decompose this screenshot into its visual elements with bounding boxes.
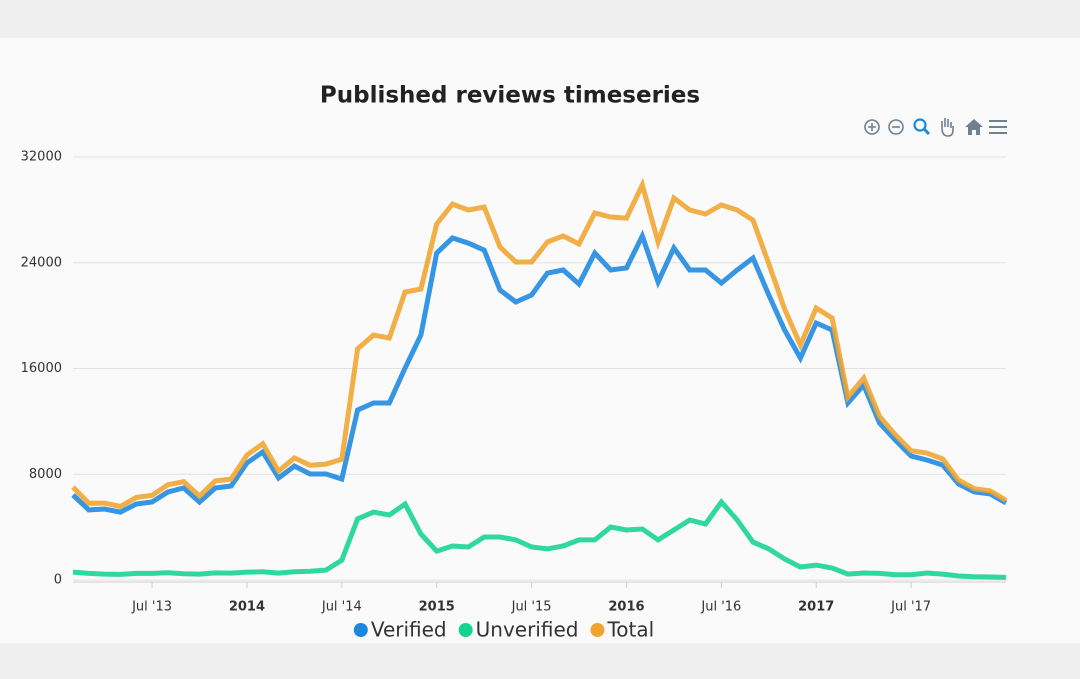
y-tick-label: 0 — [54, 573, 62, 588]
toolbar — [864, 118, 1007, 137]
legend-item[interactable]: Total — [590, 618, 654, 642]
legend-label: Unverified — [476, 618, 579, 642]
legend-marker — [458, 623, 473, 637]
y-tick-label: 32000 — [21, 150, 62, 165]
y-tick-label: 24000 — [21, 255, 62, 270]
zoom-out-button[interactable] — [888, 119, 904, 135]
legend-item[interactable]: Unverified — [458, 618, 579, 642]
zoom-in-button[interactable] — [864, 119, 880, 135]
legend-marker — [353, 623, 368, 637]
series-line — [71, 177, 1008, 510]
x-tick-label: Jul '15 — [511, 600, 552, 615]
x-tick-label: Jul '16 — [700, 600, 741, 615]
series-line — [72, 497, 1007, 580]
x-tick-label: 2014 — [229, 600, 265, 615]
zoom-select-button[interactable] — [913, 118, 931, 136]
y-tick-label: 16000 — [21, 361, 62, 376]
x-tick-label: Jul '17 — [890, 600, 931, 615]
legend: Verified Unverified Total — [353, 618, 654, 642]
legend-item[interactable]: Verified — [353, 618, 447, 642]
reset-button[interactable] — [965, 119, 983, 135]
x-tick-label: 2016 — [608, 600, 644, 615]
x-tick-label: 2015 — [419, 600, 455, 615]
y-tick-label: 8000 — [29, 467, 62, 482]
chart-title: Published reviews timeseries — [320, 83, 700, 109]
legend-label: Verified — [371, 618, 447, 642]
x-tick-label: Jul '13 — [131, 600, 172, 615]
pan-button[interactable] — [941, 118, 954, 137]
menu-button[interactable] — [989, 120, 1007, 134]
legend-label: Total — [606, 618, 654, 642]
x-tick-label: 2017 — [798, 600, 834, 615]
x-tick-label: Jul '14 — [321, 600, 362, 615]
series-line — [71, 229, 1008, 515]
chart-panel — [0, 38, 1080, 643]
legend-marker — [590, 623, 605, 637]
